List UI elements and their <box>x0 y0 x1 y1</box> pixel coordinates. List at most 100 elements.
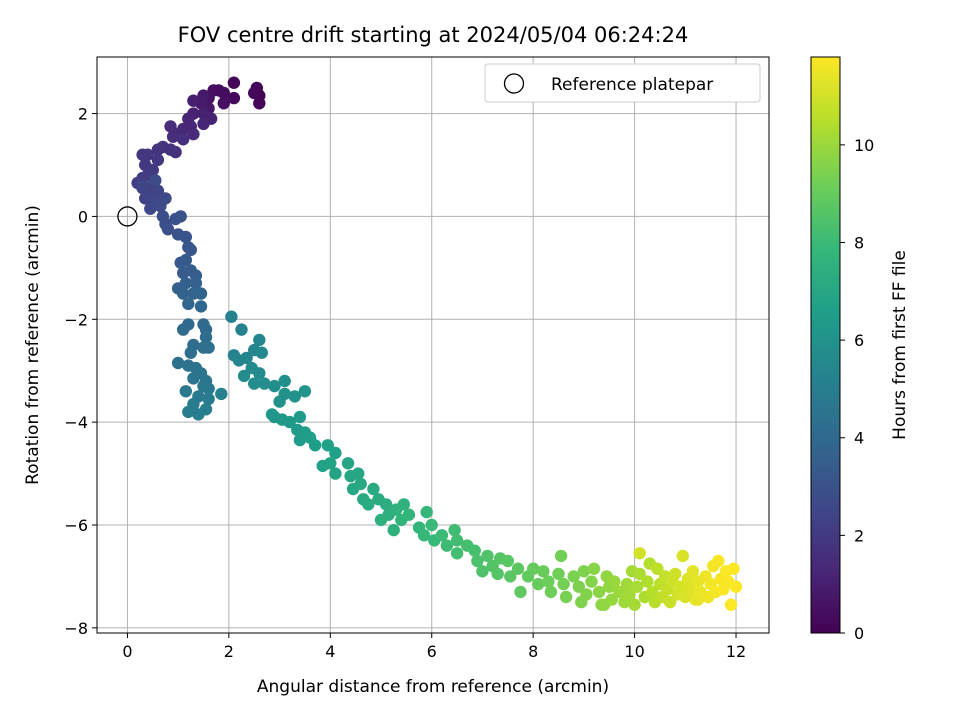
data-point <box>686 565 700 578</box>
data-point <box>151 153 165 167</box>
x-tick-label: 2 <box>224 642 234 661</box>
data-point <box>450 547 464 560</box>
data-point <box>151 184 165 197</box>
data-point <box>491 567 504 581</box>
data-point <box>273 395 286 408</box>
data-point <box>293 433 307 447</box>
data-point <box>202 341 215 354</box>
data-point <box>235 323 248 336</box>
data-point <box>288 390 301 403</box>
y-tick-label: 0 <box>78 207 88 226</box>
y-tick-label: −2 <box>64 310 88 329</box>
x-tick-label: 6 <box>427 642 437 661</box>
data-point <box>324 457 337 470</box>
data-point <box>237 369 251 383</box>
data-point <box>435 529 449 542</box>
data-point <box>169 145 182 159</box>
data-point <box>572 580 585 593</box>
data-point <box>227 91 241 105</box>
data-point <box>417 529 431 542</box>
data-point <box>532 577 545 591</box>
data-point <box>511 562 525 575</box>
data-point <box>144 202 157 215</box>
data-point <box>174 210 187 223</box>
data-point <box>217 97 230 110</box>
x-axis-ticks: 0 2 4 6 8 10 12 <box>122 633 746 661</box>
data-point <box>587 562 601 575</box>
data-point <box>265 408 279 421</box>
data-point <box>199 403 213 416</box>
data-point <box>329 467 342 480</box>
data-point <box>164 120 177 133</box>
colorbar: 0 2 4 6 8 10 Hours from first FF file <box>810 56 910 643</box>
data-point <box>669 567 682 581</box>
data-point <box>481 549 494 563</box>
data-point <box>542 575 555 588</box>
data-point <box>362 498 375 511</box>
colorbar-tick-label: 10 <box>854 136 874 155</box>
data-point <box>646 585 659 599</box>
legend-entry-reference-platepar: Reference platepar <box>551 75 713 95</box>
data-point <box>633 567 646 581</box>
data-point <box>166 130 180 143</box>
data-point <box>537 565 550 578</box>
data-point <box>471 554 484 568</box>
data-point <box>179 385 192 398</box>
data-point <box>248 377 261 390</box>
data-point <box>240 351 253 365</box>
data-point <box>177 323 190 336</box>
data-point <box>630 580 644 593</box>
data-point <box>136 179 149 192</box>
data-point <box>179 277 192 290</box>
data-point <box>402 508 416 521</box>
data-point <box>585 575 598 588</box>
y-tick-label: 2 <box>78 105 88 124</box>
data-point <box>199 331 213 344</box>
data-point <box>608 575 621 588</box>
data-point <box>194 287 208 300</box>
colorbar-gradient <box>810 56 841 634</box>
y-axis-ticks: 2 0 −2 −4 −6 −8 <box>64 105 97 638</box>
data-point <box>197 117 210 131</box>
legend-box <box>484 63 761 103</box>
colorbar-ticks: 0 2 4 6 8 10 <box>840 136 874 643</box>
legend-reference-marker <box>503 73 525 94</box>
plot-frame <box>96 56 770 634</box>
data-point <box>184 243 197 257</box>
data-point <box>577 565 591 578</box>
data-point <box>177 287 190 300</box>
data-point <box>161 223 175 236</box>
data-point <box>354 477 367 491</box>
data-point <box>278 374 291 388</box>
data-point <box>268 379 281 393</box>
data-point <box>194 300 208 313</box>
scatter-points <box>131 76 743 611</box>
data-point <box>184 346 197 359</box>
colorbar-tick-label: 0 <box>854 624 864 643</box>
data-point <box>171 356 185 370</box>
data-point <box>448 523 461 537</box>
x-tick-label: 10 <box>624 642 644 661</box>
x-tick-label: 12 <box>726 642 746 661</box>
colorbar-label: Hours from first FF file <box>890 250 910 440</box>
data-point <box>504 570 517 583</box>
grid <box>97 57 769 633</box>
data-point <box>298 385 312 398</box>
data-point <box>633 547 646 560</box>
data-point <box>227 76 241 89</box>
data-point <box>187 94 200 107</box>
data-point <box>329 446 342 460</box>
data-point <box>425 518 438 532</box>
data-point <box>255 346 268 359</box>
data-point <box>663 595 677 609</box>
x-tick-label: 8 <box>528 642 538 661</box>
data-point <box>674 580 687 593</box>
data-point <box>202 392 215 406</box>
data-point <box>712 554 725 568</box>
data-point <box>379 498 393 511</box>
data-point <box>179 230 192 244</box>
data-point <box>283 415 296 429</box>
data-point <box>308 439 322 452</box>
data-point <box>187 127 200 141</box>
data-point <box>159 192 172 205</box>
